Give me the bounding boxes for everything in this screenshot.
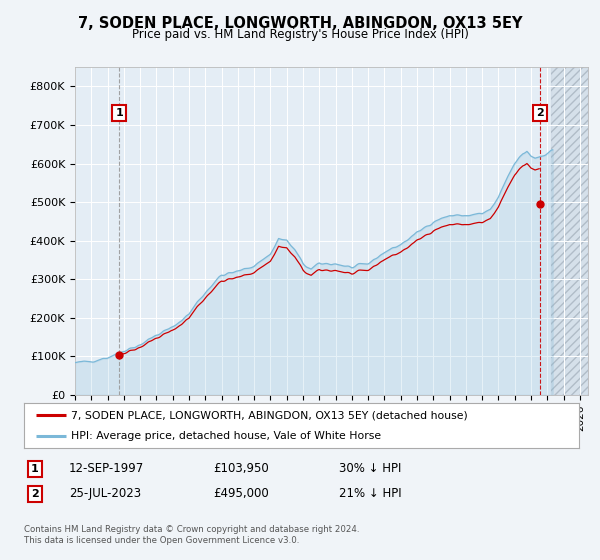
Text: 12-SEP-1997: 12-SEP-1997 — [69, 462, 144, 475]
Text: Contains HM Land Registry data © Crown copyright and database right 2024.
This d: Contains HM Land Registry data © Crown c… — [24, 525, 359, 545]
Text: 2: 2 — [31, 489, 38, 499]
Text: 1: 1 — [31, 464, 38, 474]
Text: 7, SODEN PLACE, LONGWORTH, ABINGDON, OX13 5EY (detached house): 7, SODEN PLACE, LONGWORTH, ABINGDON, OX1… — [71, 410, 468, 421]
Text: 25-JUL-2023: 25-JUL-2023 — [69, 487, 141, 501]
Text: 1: 1 — [115, 108, 123, 118]
Text: 21% ↓ HPI: 21% ↓ HPI — [339, 487, 401, 501]
Text: 30% ↓ HPI: 30% ↓ HPI — [339, 462, 401, 475]
Text: £103,950: £103,950 — [213, 462, 269, 475]
Text: 2: 2 — [536, 108, 544, 118]
Text: HPI: Average price, detached house, Vale of White Horse: HPI: Average price, detached house, Vale… — [71, 431, 382, 441]
Text: 7, SODEN PLACE, LONGWORTH, ABINGDON, OX13 5EY: 7, SODEN PLACE, LONGWORTH, ABINGDON, OX1… — [78, 16, 522, 31]
Text: £495,000: £495,000 — [213, 487, 269, 501]
Text: Price paid vs. HM Land Registry's House Price Index (HPI): Price paid vs. HM Land Registry's House … — [131, 28, 469, 41]
